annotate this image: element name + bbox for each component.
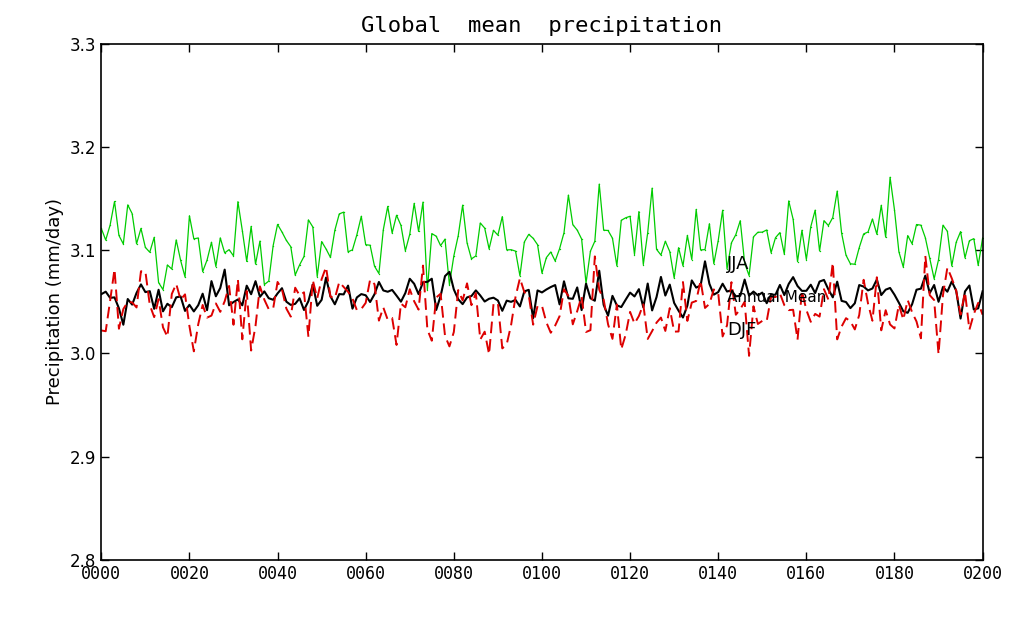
Line: JJA: JJA [100, 176, 984, 291]
DJF [465, 302, 477, 309]
Text: JJA: JJA [727, 254, 750, 272]
DJF [571, 307, 583, 315]
JJA [99, 236, 111, 244]
Line: DJF: DJF [101, 256, 983, 356]
Y-axis label: Precipitation (mm/day): Precipitation (mm/day) [47, 198, 65, 405]
Annual Mean [118, 321, 130, 328]
JJA [95, 225, 107, 232]
Annual Mean [699, 258, 711, 265]
DJF [99, 328, 111, 335]
Line: Annual Mean: Annual Mean [101, 261, 983, 325]
DJF [743, 352, 755, 360]
DJF [417, 262, 430, 269]
Annual Mean [911, 286, 923, 294]
JJA [417, 198, 430, 206]
DJF [95, 327, 107, 334]
Annual Mean [977, 287, 989, 295]
Annual Mean [470, 287, 482, 294]
JJA [911, 221, 923, 228]
Annual Mean [99, 288, 111, 295]
Annual Mean [421, 278, 434, 285]
DJF [977, 311, 989, 318]
Annual Mean [95, 290, 107, 298]
JJA [174, 257, 186, 264]
DJF [919, 252, 931, 259]
JJA [470, 252, 482, 259]
Title: Global  mean  precipitation: Global mean precipitation [362, 16, 722, 37]
Annual Mean [575, 307, 588, 314]
DJF [906, 309, 918, 316]
Annual Mean [179, 307, 191, 315]
JJA [884, 174, 897, 181]
JJA [421, 286, 434, 294]
DJF [174, 296, 186, 304]
JJA [575, 235, 588, 243]
JJA [977, 234, 989, 242]
Text: Annual Mean: Annual Mean [727, 290, 827, 305]
Text: DJF: DJF [727, 321, 757, 339]
